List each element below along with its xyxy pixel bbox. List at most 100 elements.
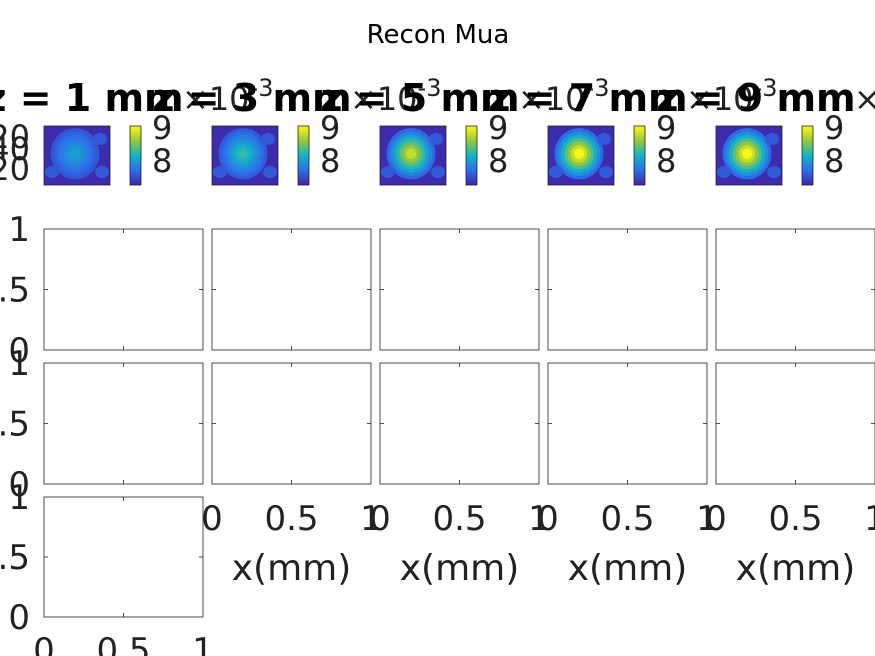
heatmap-ytick-label: 40: [0, 130, 30, 168]
axes-frame: [379, 362, 540, 485]
heatmap-blob: [548, 166, 563, 179]
panel-title: z = 3 mm: [152, 76, 351, 120]
axes-frame: [43, 228, 204, 351]
panel-title: z = 5 mm: [320, 76, 519, 120]
xtick-label: 0.5: [600, 499, 654, 539]
heatmap-panel-2: 98 ×10-3: [211, 74, 441, 186]
empty-axes-3-1: [43, 496, 204, 618]
ytick-label: 0: [8, 465, 30, 505]
empty-axes-1-3: [379, 228, 540, 351]
figure-title: Recon Mua: [367, 20, 510, 50]
axes-frame: [715, 362, 875, 485]
ytick-label: 0: [8, 331, 30, 371]
heatmap-blob: [431, 166, 446, 179]
heatmap-frame: [211, 125, 279, 186]
heatmap-blob: [95, 166, 110, 179]
colorbar-tick-label: 8: [320, 142, 340, 180]
axes-frame: [211, 362, 372, 485]
heatmap-panel-5: 98 ×10-3: [715, 74, 875, 186]
xtick-label: 0: [705, 499, 727, 539]
heatmap-blob: [263, 166, 278, 179]
heatmap-blob: [93, 132, 108, 145]
xtick-label: 0: [537, 499, 559, 539]
heatmap-blob: [261, 132, 276, 145]
xlabel: x(mm): [232, 548, 352, 589]
xtick-label: 1: [528, 499, 550, 539]
heatmap-contour: [237, 148, 249, 160]
heatmap-blob: [380, 166, 395, 179]
heatmap-contour: [741, 148, 753, 160]
ytick-label: 1: [8, 344, 30, 384]
colorbar-tick-label: 9: [152, 109, 172, 147]
colorbar-exponent: ×10-3: [686, 74, 777, 118]
colorbar-exponent: ×10-3: [518, 74, 609, 118]
xtick-label: 0: [33, 631, 55, 656]
xtick-label: 1: [192, 631, 214, 656]
xtick-label: 0.5: [768, 499, 822, 539]
colorbar-tick-label: 9: [488, 109, 508, 147]
empty-axes-2-3: [379, 362, 540, 485]
empty-axes-2-5: [715, 362, 875, 485]
xlabel: x(mm): [400, 548, 520, 589]
panel-title: z = 9 mm: [656, 76, 855, 120]
heatmap-panel-4: 98 ×10-3: [547, 74, 777, 186]
empty-axes-1-5: [715, 228, 875, 351]
ytick-label: 1: [8, 478, 30, 518]
colorbar-tick-label: 9: [824, 109, 844, 147]
colorbar-exponent: ×10-3: [350, 74, 441, 118]
ytick-label: 0: [8, 598, 30, 638]
empty-axes-1-1: [43, 228, 204, 351]
heatmap-blob: [597, 132, 612, 145]
heatmap-blob: [599, 166, 614, 179]
heatmap-contour: [69, 148, 81, 160]
colorbar-tick-label: 8: [656, 142, 676, 180]
empty-axes-grid: 1.501.501.500 0.5 1x(mm)0 0.5 1x(mm)0 0.5 1x(m…: [0, 210, 875, 656]
heatmap-panel-3: 98 ×10-3: [379, 74, 609, 186]
empty-axes-2-2: [211, 362, 372, 485]
axes-frame: [43, 496, 204, 618]
colorbar: [633, 125, 646, 186]
colorbar: [801, 125, 814, 186]
heatmap-blob: [767, 166, 782, 179]
heatmap-panel-1: 98 ×10-3: [43, 74, 273, 186]
heatmap-frame: [43, 125, 111, 186]
colorbar: [129, 125, 142, 186]
heatmap-blob: [716, 166, 731, 179]
xtick-label: 0.5: [432, 499, 486, 539]
heatmap-ytick-label: 20: [0, 150, 30, 188]
xtick-label: 0: [201, 499, 223, 539]
heatmap-frame: [547, 125, 615, 186]
empty-axes-2-4: [547, 362, 708, 485]
axes-frame: [211, 228, 372, 351]
colorbar: [465, 125, 478, 186]
ytick-label: .5: [0, 271, 30, 311]
empty-axes-2-1: [43, 362, 204, 485]
colorbar-tick-label: 8: [152, 142, 172, 180]
heatmap-blob: [44, 166, 59, 179]
axes-frame: [547, 228, 708, 351]
xtick-label: 0.5: [96, 631, 150, 656]
heatmap-blob: [212, 166, 227, 179]
empty-axes-1-2: [211, 228, 372, 351]
xlabel: x(mm): [568, 548, 688, 589]
colorbar-exponent: ×10-3: [182, 74, 273, 118]
xtick-label: 0.5: [264, 499, 318, 539]
heatmap-blob: [429, 132, 444, 145]
heatmap-blob: [765, 132, 780, 145]
axes-frame: [379, 228, 540, 351]
ytick-label: .5: [0, 538, 30, 578]
ytick-label: .5: [0, 405, 30, 445]
heatmap-row: 98×10-398×10-398×10-398×10-398×10-3z = 1…: [0, 74, 875, 188]
heatmap-frame: [715, 125, 783, 186]
heatmap-frame: [379, 125, 447, 186]
colorbar-exponent: ×10-3: [854, 74, 875, 118]
colorbar-tick-label: 8: [488, 142, 508, 180]
ytick-label: 1: [8, 210, 30, 250]
axes-frame: [715, 228, 875, 351]
axes-frame: [547, 362, 708, 485]
panel-title: z = 1 mm: [0, 76, 184, 120]
colorbar-tick-label: 8: [824, 142, 844, 180]
panel-title: z = 7 mm: [488, 76, 687, 120]
colorbar-tick-label: 9: [320, 109, 340, 147]
